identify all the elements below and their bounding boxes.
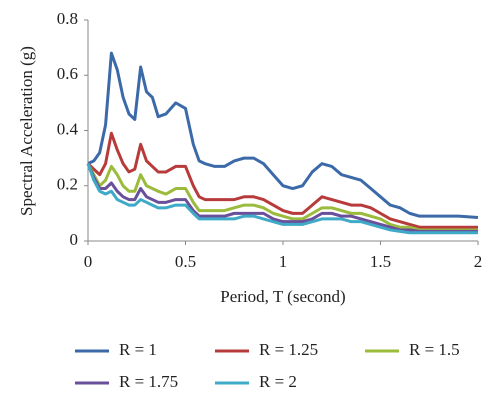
y-tick-label: 0.6 — [57, 64, 78, 83]
legend-label: R = 2 — [259, 372, 297, 391]
x-tick-label: 2 — [474, 252, 483, 271]
x-tick-label: 0 — [84, 252, 93, 271]
legend-label: R = 1.5 — [409, 340, 460, 359]
series-line — [86, 163, 478, 235]
x-axis-label: Period, T (second) — [220, 287, 345, 306]
series-line — [86, 162, 478, 232]
x-tick-label: 1 — [279, 252, 288, 271]
y-axis-label: Spectral Acceleration (g) — [17, 46, 36, 216]
legend-label: R = 1.25 — [259, 340, 318, 359]
y-tick-label: 0.8 — [57, 9, 78, 28]
series-line — [87, 51, 479, 220]
legend-label: R = 1 — [119, 340, 157, 359]
y-tick-label: 0.2 — [57, 175, 78, 194]
y-tick-label: 0.4 — [57, 119, 79, 138]
series-line — [86, 163, 478, 233]
x-tick-label: 0.5 — [175, 252, 196, 271]
legend-label: R = 1.75 — [119, 372, 178, 391]
series-line — [86, 131, 478, 229]
x-tick-label: 1.5 — [370, 252, 391, 271]
y-tick-label: 0 — [70, 230, 79, 249]
